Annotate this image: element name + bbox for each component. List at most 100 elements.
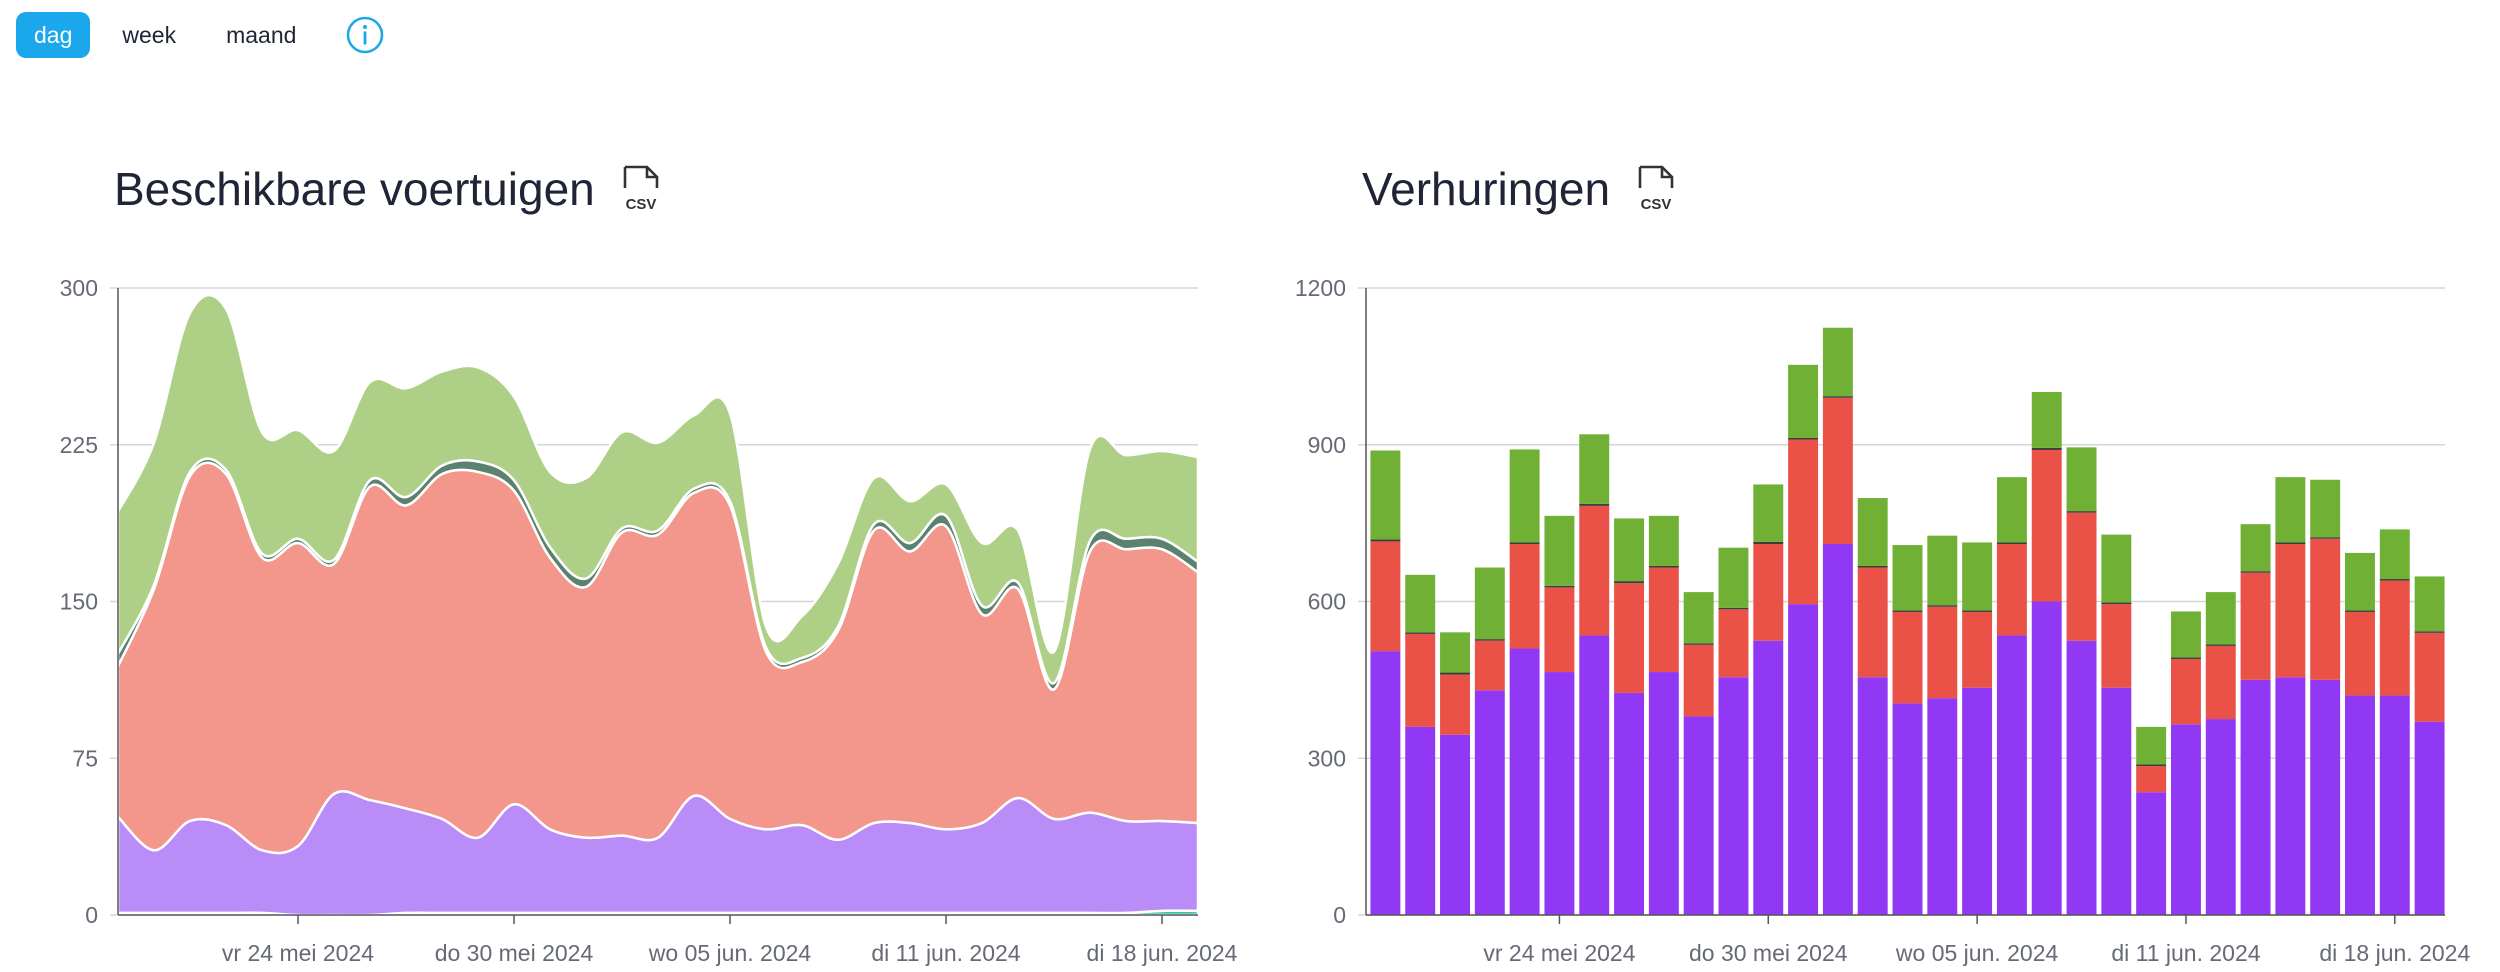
bar-segment-1 [2170, 658, 2201, 725]
bar-chart-y-tick-label: 600 [1308, 589, 1346, 615]
tab-week[interactable]: week [122, 22, 177, 48]
bar-segment-0 [2275, 677, 2306, 915]
bar-segment-1 [1927, 606, 1958, 699]
area-chart-y-tick-label: 75 [72, 745, 98, 771]
bar-segment-0 [2379, 695, 2410, 915]
bar-segment-1 [1892, 611, 1923, 704]
bar-segment-1 [1509, 544, 1540, 649]
bar-chart-x-tick-label: do 30 mei 2024 [1689, 940, 1848, 966]
bar-segment-3 [2379, 529, 2410, 580]
bar-segment-3 [1474, 567, 1505, 640]
bar-segment-0 [2240, 679, 2271, 915]
bar-segment-1 [2066, 512, 2097, 641]
tab-maand[interactable]: maand [226, 22, 297, 48]
bar-segment-3 [2275, 477, 2306, 543]
area-chart-y-tick-label: 300 [60, 275, 98, 301]
availability-chart-title: Beschikbare voertuigen CSV [114, 162, 663, 216]
csv-download-icon[interactable]: CSV [619, 164, 663, 214]
bar-segment-2 [2414, 631, 2445, 633]
bar-segment-3 [2066, 447, 2097, 512]
bar-segment-2 [1962, 610, 1993, 612]
area-series-4 [116, 293, 1200, 685]
bar-segment-0 [2170, 724, 2201, 915]
bar-segment-3 [1683, 592, 1714, 644]
bar-segment-0 [2136, 792, 2167, 915]
bar-segment-0 [1474, 690, 1505, 915]
bar-segment-1 [1544, 587, 1575, 673]
bar-segment-2 [2275, 542, 2306, 545]
bar-segment-0 [2031, 601, 2062, 915]
bar-segment-3 [2345, 552, 2375, 611]
bar-segment-3 [2310, 479, 2341, 538]
bar-segment-0 [1648, 672, 1679, 915]
bar-segment-1 [1962, 611, 1993, 688]
rentals-chart-title: Verhuringen CSV [1362, 162, 1678, 216]
bar-segment-0 [1579, 635, 1610, 915]
bar-segment-2 [1440, 672, 1470, 675]
bar-segment-3 [1370, 450, 1401, 540]
bar-segment-2 [2379, 579, 2410, 581]
bar-segment-0 [1822, 544, 1853, 915]
bar-segment-1 [1857, 567, 1888, 678]
bar-segment-2 [2240, 571, 2271, 573]
bar-chart-x-tick-label: di 11 jun. 2024 [2111, 940, 2260, 966]
bar-segment-0 [1718, 677, 1749, 915]
bar-segment-3 [2170, 611, 2201, 658]
bar-segment-1 [2031, 449, 2062, 602]
bar-chart-x-tick-label: wo 05 jun. 2024 [1895, 940, 2059, 966]
bar-segment-1 [2136, 766, 2167, 793]
bar-segment-0 [1614, 692, 1645, 915]
bar-segment-3 [2205, 592, 2236, 645]
bar-segment-2 [1648, 565, 1679, 568]
bar-segment-2 [1579, 503, 1610, 506]
bar-segment-1 [2101, 604, 2132, 688]
bar-chart-y-tick-label: 0 [1333, 902, 1346, 928]
bar-chart-x-tick-label: di 18 jun. 2024 [2319, 940, 2470, 966]
bar-segment-0 [1996, 635, 2027, 915]
bar-segment-3 [1892, 545, 1923, 611]
tab-dag[interactable]: dag [16, 12, 91, 58]
bar-segment-2 [1927, 605, 1958, 607]
info-icon[interactable] [346, 16, 384, 54]
bar-segment-2 [1996, 542, 2027, 545]
bar-segment-0 [1788, 604, 1819, 915]
bar-segment-0 [1892, 703, 1923, 915]
bar-segment-0 [1370, 651, 1401, 915]
bar-segment-1 [2275, 544, 2306, 678]
bar-segment-3 [1440, 632, 1470, 673]
bar-segment-0 [2414, 721, 2445, 915]
bar-segment-2 [2031, 447, 2062, 450]
period-tabs: dag week maand [16, 12, 384, 58]
bar-segment-3 [1648, 515, 1679, 566]
bar-segment-2 [1718, 607, 1749, 610]
bar-segment-3 [2031, 391, 2062, 448]
area-chart-x-tick-label: wo 05 jun. 2024 [648, 940, 812, 966]
bar-segment-1 [1614, 583, 1645, 693]
bar-chart-y-tick-label: 300 [1308, 745, 1346, 771]
bar-segment-2 [2170, 657, 2201, 659]
bar-segment-3 [1718, 547, 1749, 608]
bar-segment-1 [1822, 397, 1853, 545]
area-chart-y-tick-label: 0 [85, 902, 98, 928]
bar-segment-1 [1718, 609, 1749, 678]
csv-download-icon[interactable]: CSV [1634, 164, 1678, 214]
bar-segment-2 [1788, 437, 1819, 440]
bar-segment-1 [1440, 674, 1470, 735]
bar-segment-3 [1927, 535, 1958, 606]
bar-segment-1 [1788, 439, 1819, 605]
area-chart-x-tick-label: di 18 jun. 2024 [1087, 940, 1238, 966]
bar-segment-1 [1579, 505, 1610, 636]
bar-segment-0 [1683, 716, 1714, 915]
bar-segment-2 [2066, 511, 2097, 513]
bar-segment-0 [1440, 734, 1470, 915]
bar-chart-y-tick-label: 900 [1308, 432, 1346, 458]
area-chart-y-tick-label: 150 [60, 589, 98, 615]
bar-segment-0 [2101, 687, 2132, 915]
bar-chart-y-tick-label: 1200 [1295, 275, 1346, 301]
bar-segment-0 [2345, 695, 2375, 915]
bar-segment-3 [1544, 515, 1575, 586]
bar-segment-3 [2101, 534, 2132, 603]
bar-segment-2 [1857, 565, 1888, 568]
bar-segment-3 [1822, 327, 1853, 397]
